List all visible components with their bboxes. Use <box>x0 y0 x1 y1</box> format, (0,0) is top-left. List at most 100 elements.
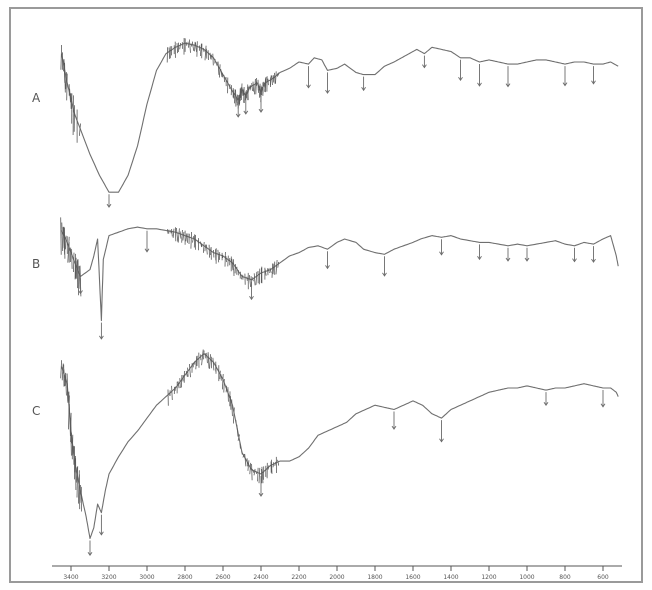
fine-structure-stroke <box>172 228 175 238</box>
peak-arrow-icon <box>99 531 104 536</box>
fine-structure-stroke <box>227 255 229 267</box>
fine-structure-stroke <box>177 228 180 243</box>
fine-structure-stroke <box>195 42 197 53</box>
fine-structure-stroke <box>239 442 241 449</box>
peak-arrow-icon <box>505 257 511 262</box>
peak-arrow-icon <box>249 296 254 301</box>
fine-structure-stroke <box>242 89 245 96</box>
fine-structure-stroke <box>217 61 220 75</box>
x-tick-label: 3200 <box>101 574 116 581</box>
fine-structure-stroke <box>189 363 191 378</box>
peak-arrow-icon <box>106 203 112 208</box>
fine-structure-stroke <box>275 259 278 275</box>
fine-structure-stroke <box>252 277 254 282</box>
spectrum-line-c <box>60 353 619 540</box>
figure-border <box>9 7 643 583</box>
x-tick-label: 600 <box>597 574 609 581</box>
spectrum-line-a <box>60 42 619 193</box>
fine-structure-stroke <box>251 469 255 473</box>
x-tick-label: 1800 <box>367 574 382 581</box>
fine-structure-stroke <box>219 64 221 78</box>
fine-structure-stroke <box>242 454 245 458</box>
peak-arrow-icon <box>144 248 150 253</box>
fine-structure-stroke <box>203 241 205 253</box>
fine-structure-stroke <box>255 271 258 285</box>
fine-structure-stroke <box>223 378 225 393</box>
fine-structure-stroke <box>212 53 214 66</box>
fine-structure-stroke <box>265 76 267 93</box>
fine-structure-stroke <box>200 241 202 248</box>
peak-arrow-icon <box>258 492 264 497</box>
fine-structure-stroke <box>206 244 208 255</box>
fine-structure-stroke <box>271 75 273 86</box>
x-tick-label: 2600 <box>215 574 230 581</box>
peak-arrow-icon <box>243 110 249 115</box>
fine-structure-stroke <box>267 465 270 470</box>
fine-structure-stroke <box>271 459 273 474</box>
fine-structure-stroke <box>73 252 75 273</box>
fine-structure-stroke <box>274 72 276 84</box>
fine-structure-stroke <box>223 74 226 83</box>
peak-arrow-icon <box>87 551 93 557</box>
peak-arrow-icon <box>543 401 549 407</box>
fine-structure-stroke <box>79 123 81 136</box>
fine-structure-stroke <box>241 451 243 455</box>
fine-structure-stroke <box>237 434 240 441</box>
fine-structure-stroke <box>233 407 235 424</box>
fine-structure-stroke <box>66 386 69 402</box>
fine-structure-stroke <box>272 462 275 468</box>
fine-structure-stroke <box>60 217 62 255</box>
fine-structure-stroke <box>189 39 191 53</box>
fine-structure-stroke <box>255 77 257 95</box>
fine-structure-stroke <box>249 275 251 287</box>
peak-arrow-icon <box>325 89 330 94</box>
fine-structure-stroke <box>204 45 207 61</box>
fine-structure-stroke <box>76 467 78 483</box>
fine-structure-stroke <box>274 461 277 466</box>
fine-structure-stroke <box>253 468 256 476</box>
fine-structure-stroke <box>207 352 210 369</box>
fine-structure-stroke <box>76 466 79 498</box>
fine-structure-stroke <box>70 417 72 456</box>
fine-structure-stroke <box>65 72 67 90</box>
fine-structure-stroke <box>219 370 221 380</box>
fine-structure-stroke <box>209 52 212 60</box>
fine-structure-stroke <box>231 258 234 271</box>
peak-arrow-icon <box>325 265 330 270</box>
peak-arrow-icon <box>258 108 264 113</box>
fine-structure-stroke <box>67 236 70 263</box>
peak-arrow-icon <box>439 251 444 256</box>
fine-structure-stroke <box>69 88 71 103</box>
fine-structure-stroke <box>75 261 78 279</box>
x-tick-label: 2800 <box>177 574 192 581</box>
fine-structure-stroke <box>216 62 218 66</box>
fine-structure-stroke <box>257 467 259 482</box>
fine-structure-stroke <box>231 399 233 417</box>
fine-structure-stroke <box>176 43 178 54</box>
fine-structure-stroke <box>258 268 261 285</box>
fine-structure-stroke <box>60 44 62 70</box>
fine-structure-stroke <box>203 350 205 360</box>
x-tick-label: 1400 <box>443 574 458 581</box>
fine-structure-stroke <box>234 89 236 104</box>
fine-structure-stroke <box>192 236 194 243</box>
fine-structure-stroke <box>277 459 280 466</box>
fine-structure-stroke <box>201 349 204 366</box>
spectra-traces <box>60 37 619 540</box>
fine-structure-stroke <box>187 367 189 377</box>
fine-structure-stroke <box>236 424 239 437</box>
fine-structure-stroke <box>61 222 64 252</box>
fine-structure-stroke <box>240 87 242 98</box>
fine-structure-stroke <box>65 372 67 396</box>
fine-structure-stroke <box>68 395 70 430</box>
fine-structure-stroke <box>187 41 189 48</box>
x-tick-label: 2400 <box>253 574 268 581</box>
fine-structure-stroke <box>65 235 67 250</box>
fine-structure-stroke <box>251 463 253 481</box>
fine-structure-stroke <box>77 259 79 296</box>
fine-structure-stroke <box>194 41 196 52</box>
x-tick-label: 3400 <box>63 574 78 581</box>
fine-structure-stroke <box>179 42 181 50</box>
peak-arrow-icon <box>505 83 511 88</box>
peak-arrow-icon <box>439 438 444 443</box>
